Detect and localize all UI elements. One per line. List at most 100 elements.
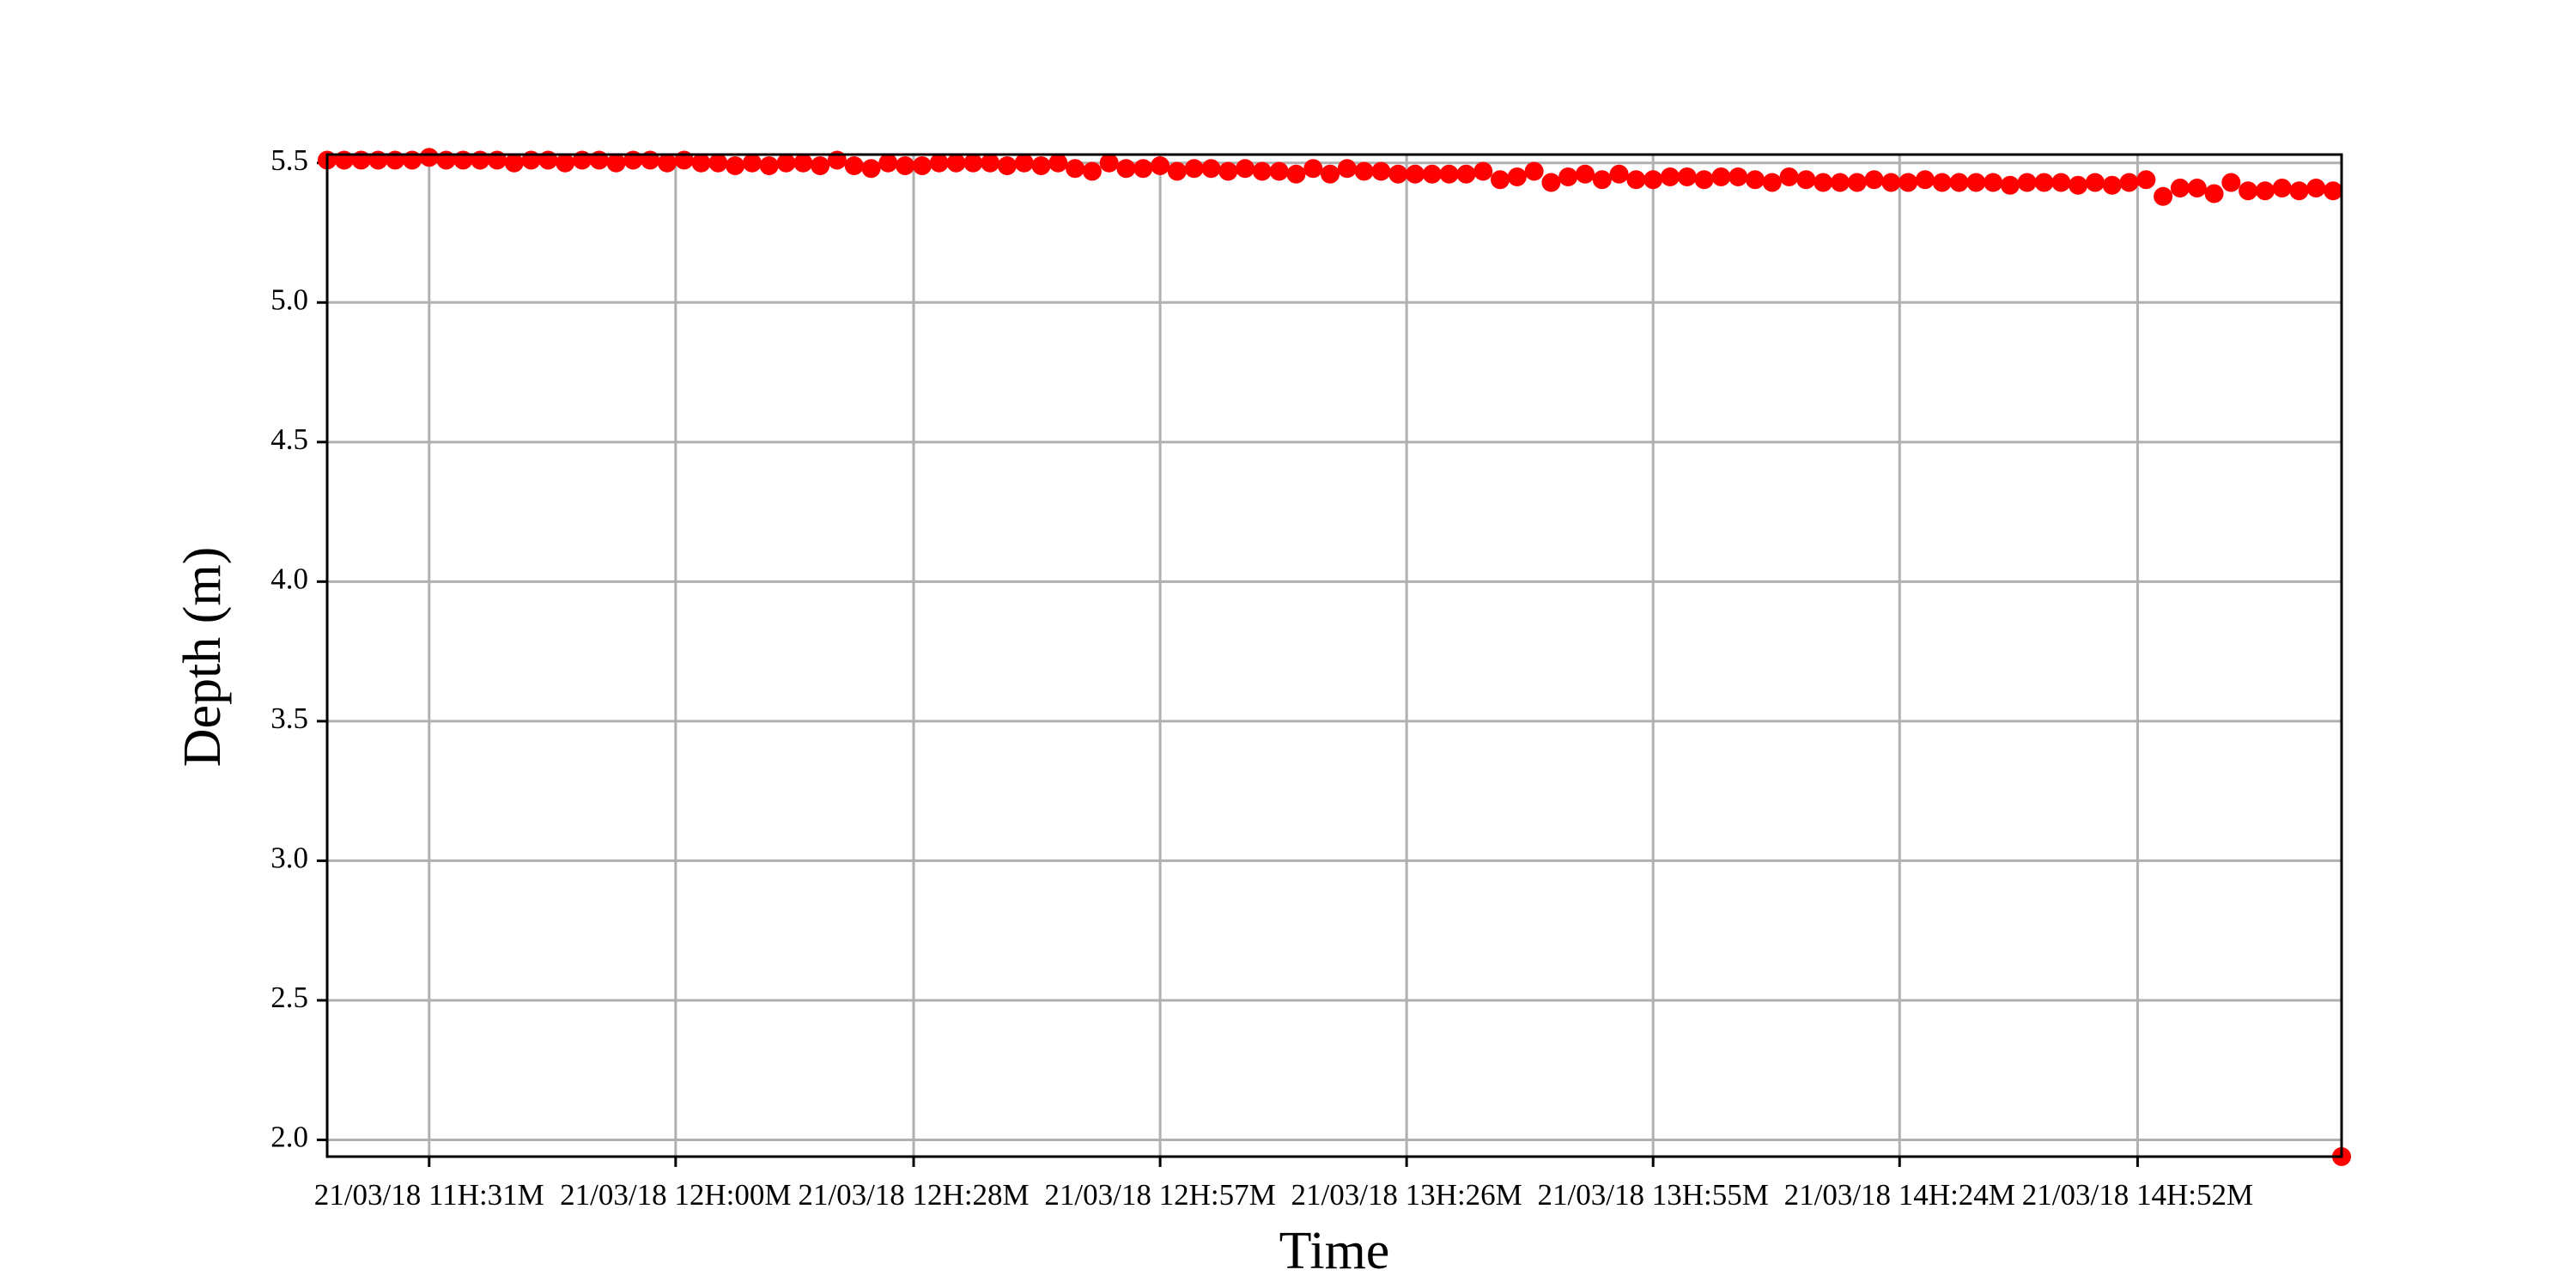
- data-point: [1099, 153, 1119, 173]
- data-point: [1337, 159, 1357, 179]
- data-point: [1915, 170, 1935, 190]
- data-point: [1303, 159, 1323, 179]
- data-point: [2289, 181, 2309, 201]
- data-point: [1899, 173, 1918, 192]
- y-tick-label: 5.5: [270, 143, 308, 177]
- data-point: [1321, 164, 1340, 184]
- data-point: [1456, 164, 1476, 184]
- data-point: [708, 153, 728, 173]
- data-point: [929, 153, 949, 173]
- data-point: [1048, 153, 1068, 173]
- data-point: [776, 153, 796, 173]
- data-point: [946, 153, 966, 173]
- data-point: [1354, 161, 1374, 181]
- data-point: [2204, 184, 2224, 204]
- y-tick-label: 2.5: [270, 981, 308, 1014]
- data-point: [1966, 173, 1986, 192]
- data-point: [1133, 159, 1153, 179]
- x-axis-label: Time: [1279, 1222, 1390, 1280]
- data-point: [606, 153, 626, 173]
- data-point: [691, 153, 711, 173]
- data-point: [2272, 179, 2292, 198]
- data-point: [997, 156, 1017, 176]
- data-point: [1014, 153, 1034, 173]
- data-point: [1643, 170, 1663, 190]
- data-point: [1201, 159, 1221, 179]
- data-point: [1762, 173, 1782, 192]
- data-point: [1728, 167, 1748, 187]
- data-point: [2239, 181, 2258, 201]
- data-point: [1576, 164, 1595, 184]
- data-point: [912, 156, 932, 176]
- data-point: [556, 153, 575, 173]
- data-point: [2324, 181, 2343, 201]
- data-point: [878, 153, 898, 173]
- data-point: [1864, 170, 1884, 190]
- data-point: [2051, 173, 2071, 192]
- y-tick-label: 2.0: [270, 1121, 308, 1154]
- data-point: [2085, 173, 2105, 192]
- data-point: [844, 156, 864, 176]
- data-point: [1388, 164, 1408, 184]
- data-point: [1406, 164, 1425, 184]
- data-point: [2069, 175, 2088, 195]
- data-point: [1847, 173, 1867, 192]
- y-tick-label: 4.0: [270, 562, 308, 595]
- y-axis-label: Depth (m): [173, 547, 232, 768]
- x-tick-label: 21/03/18 12H:28M: [798, 1178, 1029, 1212]
- data-point: [1984, 173, 2003, 192]
- data-point: [1167, 161, 1187, 181]
- data-point: [963, 153, 983, 173]
- data-point: [1524, 161, 1544, 181]
- data-point: [1592, 170, 1612, 190]
- data-point: [1422, 164, 1442, 184]
- y-tick-label: 3.5: [270, 702, 308, 735]
- data-point: [2119, 173, 2139, 192]
- data-point: [1151, 156, 1170, 176]
- data-point: [1082, 161, 1102, 181]
- x-tick-label: 21/03/18 11H:31M: [314, 1178, 544, 1212]
- data-point: [1711, 167, 1731, 187]
- data-point: [1507, 167, 1527, 187]
- data-point: [1286, 164, 1306, 184]
- data-point: [657, 153, 677, 173]
- x-tick-label: 21/03/18 14H:52M: [2022, 1178, 2253, 1212]
- data-point: [1473, 161, 1493, 181]
- data-point: [726, 156, 745, 176]
- data-point: [981, 153, 1000, 173]
- data-point: [1796, 170, 1816, 190]
- data-point: [1932, 173, 1952, 192]
- y-tick-label: 5.0: [270, 283, 308, 316]
- data-point: [1661, 167, 1680, 187]
- data-point: [2034, 173, 2054, 192]
- data-point: [1830, 173, 1850, 192]
- data-point: [2102, 175, 2122, 195]
- data-point: [1236, 159, 1255, 179]
- data-point: [2306, 179, 2326, 198]
- data-point: [896, 156, 915, 176]
- data-point: [1609, 164, 1629, 184]
- data-point: [1031, 156, 1051, 176]
- data-point: [1269, 161, 1289, 181]
- data-point: [793, 153, 813, 173]
- data-point: [2170, 179, 2190, 198]
- data-point: [1439, 164, 1459, 184]
- data-point: [1541, 173, 1561, 192]
- data-point: [1694, 170, 1714, 190]
- data-point: [1558, 167, 1578, 187]
- y-tick-label: 3.0: [270, 841, 308, 874]
- data-point: [1252, 161, 1272, 181]
- data-point: [2017, 173, 2037, 192]
- data-point: [1626, 170, 1646, 190]
- data-point: [759, 156, 779, 176]
- data-point: [861, 159, 881, 179]
- data-point: [2136, 170, 2156, 190]
- x-tick-label: 21/03/18 13H:55M: [1538, 1178, 1769, 1212]
- data-point: [1491, 170, 1510, 190]
- data-point: [1677, 167, 1697, 187]
- data-point: [2221, 173, 2241, 192]
- data-point: [1779, 167, 1799, 187]
- data-point: [1949, 173, 1969, 192]
- data-point: [1066, 159, 1085, 179]
- data-point: [2154, 186, 2173, 206]
